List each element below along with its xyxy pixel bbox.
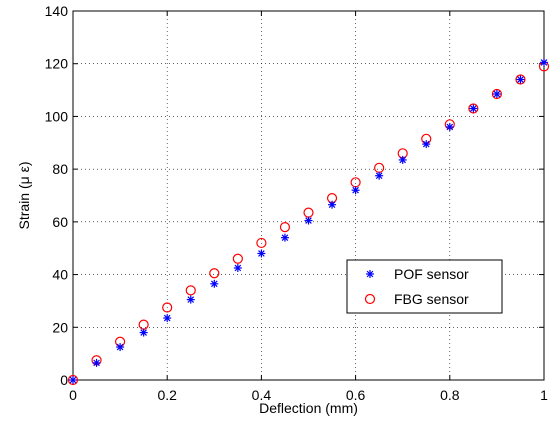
legend-label-pof-sensor: POF sensor: [394, 266, 469, 282]
legend-marker-pof-sensor: [366, 270, 374, 278]
fbg-sensor-point: [468, 103, 479, 114]
fbg-sensor-point: [515, 74, 526, 85]
x-tick-label: 0.6: [346, 387, 366, 403]
legend-asterisk-marker: [366, 270, 374, 278]
fbg-sensor-point: [279, 222, 291, 233]
y-tick-label: 120: [45, 56, 69, 72]
y-tick-label: 80: [52, 161, 68, 177]
fbg-sensor-point: [491, 88, 502, 100]
fbg-sensor-point: [256, 237, 267, 249]
pof-sensor-point: [516, 75, 525, 84]
pof-sensor-point: [422, 140, 431, 149]
legend: POF sensor FBG sensor: [346, 259, 503, 314]
fbg-sensor-point: [232, 253, 243, 264]
pof-sensor-point: [257, 249, 266, 258]
pof-sensor-point: [492, 90, 501, 99]
fbg-sensor-point: [67, 374, 79, 386]
y-tick-label: 20: [52, 319, 68, 335]
x-tick-label: 0.8: [440, 387, 460, 403]
pof-sensor-point: [469, 104, 478, 113]
y-tick-label: 140: [45, 3, 69, 19]
pof-sensor-point: [540, 58, 548, 67]
fbg-sensor-point: [185, 285, 196, 296]
pof-sensor-point: [351, 186, 360, 195]
pof-sensor-point: [445, 122, 454, 131]
pof-sensor-point: [398, 155, 407, 164]
legend-label-fbg-sensor: FBG sensor: [394, 291, 469, 307]
pof-sensor-point: [304, 216, 313, 225]
axes-box: [72, 10, 545, 381]
pof-sensor-point: [328, 200, 337, 209]
y-tick-label: 100: [45, 108, 69, 124]
pof-sensor-point: [139, 328, 148, 337]
plot-area: [73, 11, 544, 380]
y-tick-label: 40: [52, 267, 68, 283]
x-axis-label: Deflection (mm): [259, 400, 358, 416]
tick-labels: 0 0.2 0.4 0.6 0.8 1 0 20 40 60 80 100 120 140: [45, 3, 548, 403]
pof-sensor-point: [69, 376, 77, 384]
x-tick-label: 1: [540, 387, 548, 403]
fbg-sensor-point: [162, 302, 173, 313]
pof-sensor-point: [116, 343, 125, 352]
x-tick-label: 0.4: [252, 387, 272, 403]
pof-sensor-point: [92, 358, 101, 367]
fbg-sensor-point: [209, 268, 220, 279]
pof-sensor-point: [233, 263, 242, 272]
x-tick-label: 0.2: [157, 387, 177, 403]
pof-sensor-point: [186, 295, 195, 304]
pof-sensor-point: [163, 314, 172, 323]
pof-sensor-point: [375, 171, 384, 180]
y-tick-label: 0: [60, 372, 68, 388]
pof-sensor-point: [210, 279, 219, 288]
data-points: [67, 58, 550, 386]
y-tick-label: 60: [52, 214, 68, 230]
legend-box: [346, 259, 503, 314]
legend-circle-marker: [364, 293, 376, 305]
legend-marker-fbg-sensor: [364, 293, 376, 305]
pof-sensor-point: [280, 233, 289, 242]
y-axis-label: Strain (μ ε): [16, 162, 32, 230]
x-tick-label: 0: [69, 387, 77, 403]
